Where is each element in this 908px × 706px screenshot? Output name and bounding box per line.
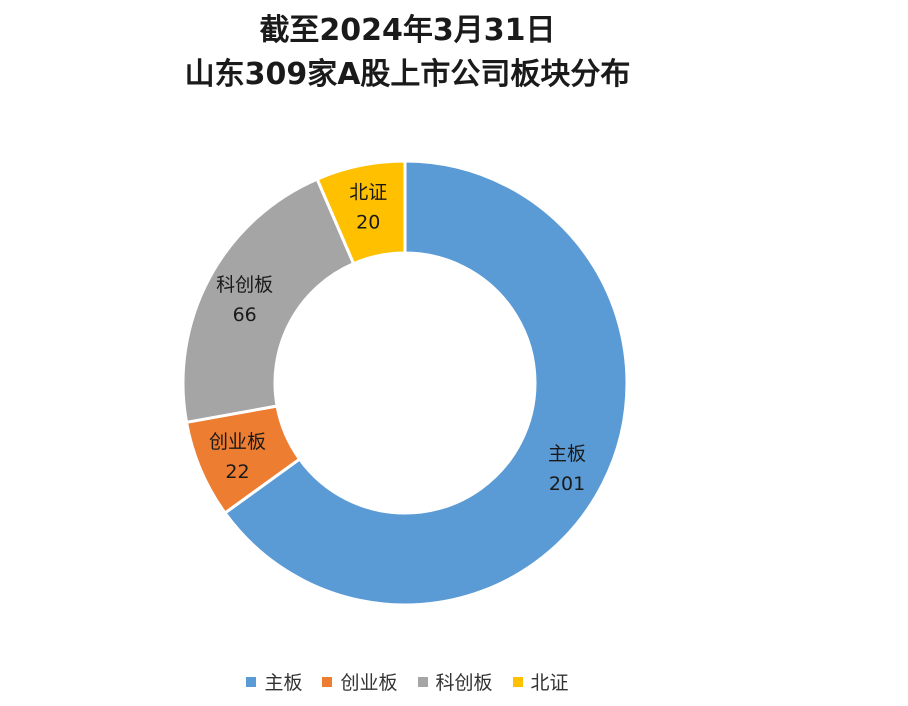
chart-legend: 主板 创业板 科创板 北证 — [0, 668, 815, 695]
donut-slice-北证 — [315, 159, 407, 266]
donut-slice-科创板 — [181, 177, 356, 425]
data-label-category-科创板: 科创板 — [216, 274, 273, 296]
legend-item-科创板: 科创板 — [417, 668, 493, 695]
chart-title-line1: 截至2024年3月31日 — [259, 13, 556, 48]
data-label-value-北证: 20 — [356, 212, 380, 234]
legend-label: 创业板 — [340, 672, 398, 694]
data-label-value-创业板: 22 — [225, 461, 249, 483]
legend-swatch — [246, 676, 257, 687]
legend-item-主板: 主板 — [246, 668, 302, 695]
data-label-value-主板: 201 — [549, 473, 585, 495]
donut-slice-主板 — [222, 159, 629, 607]
legend-swatch — [512, 676, 523, 687]
legend-label: 科创板 — [435, 672, 493, 694]
legend-item-北证: 北证 — [512, 668, 569, 695]
data-label-value-科创板: 66 — [233, 304, 257, 326]
legend-swatch — [322, 676, 333, 687]
chart-title-line2: 山东309家A股上市公司板块分布 — [184, 57, 631, 92]
data-label-category-主板: 主板 — [548, 443, 586, 465]
legend-swatch — [417, 676, 428, 687]
legend-label: 北证 — [530, 672, 569, 694]
chart-title: 截至2024年3月31日 山东309家A股上市公司板块分布 — [0, 12, 815, 96]
legend-label: 主板 — [264, 672, 303, 694]
data-label-category-创业板: 创业板 — [209, 431, 266, 453]
data-label-category-北证: 北证 — [349, 182, 387, 204]
legend-item-创业板: 创业板 — [322, 668, 398, 695]
